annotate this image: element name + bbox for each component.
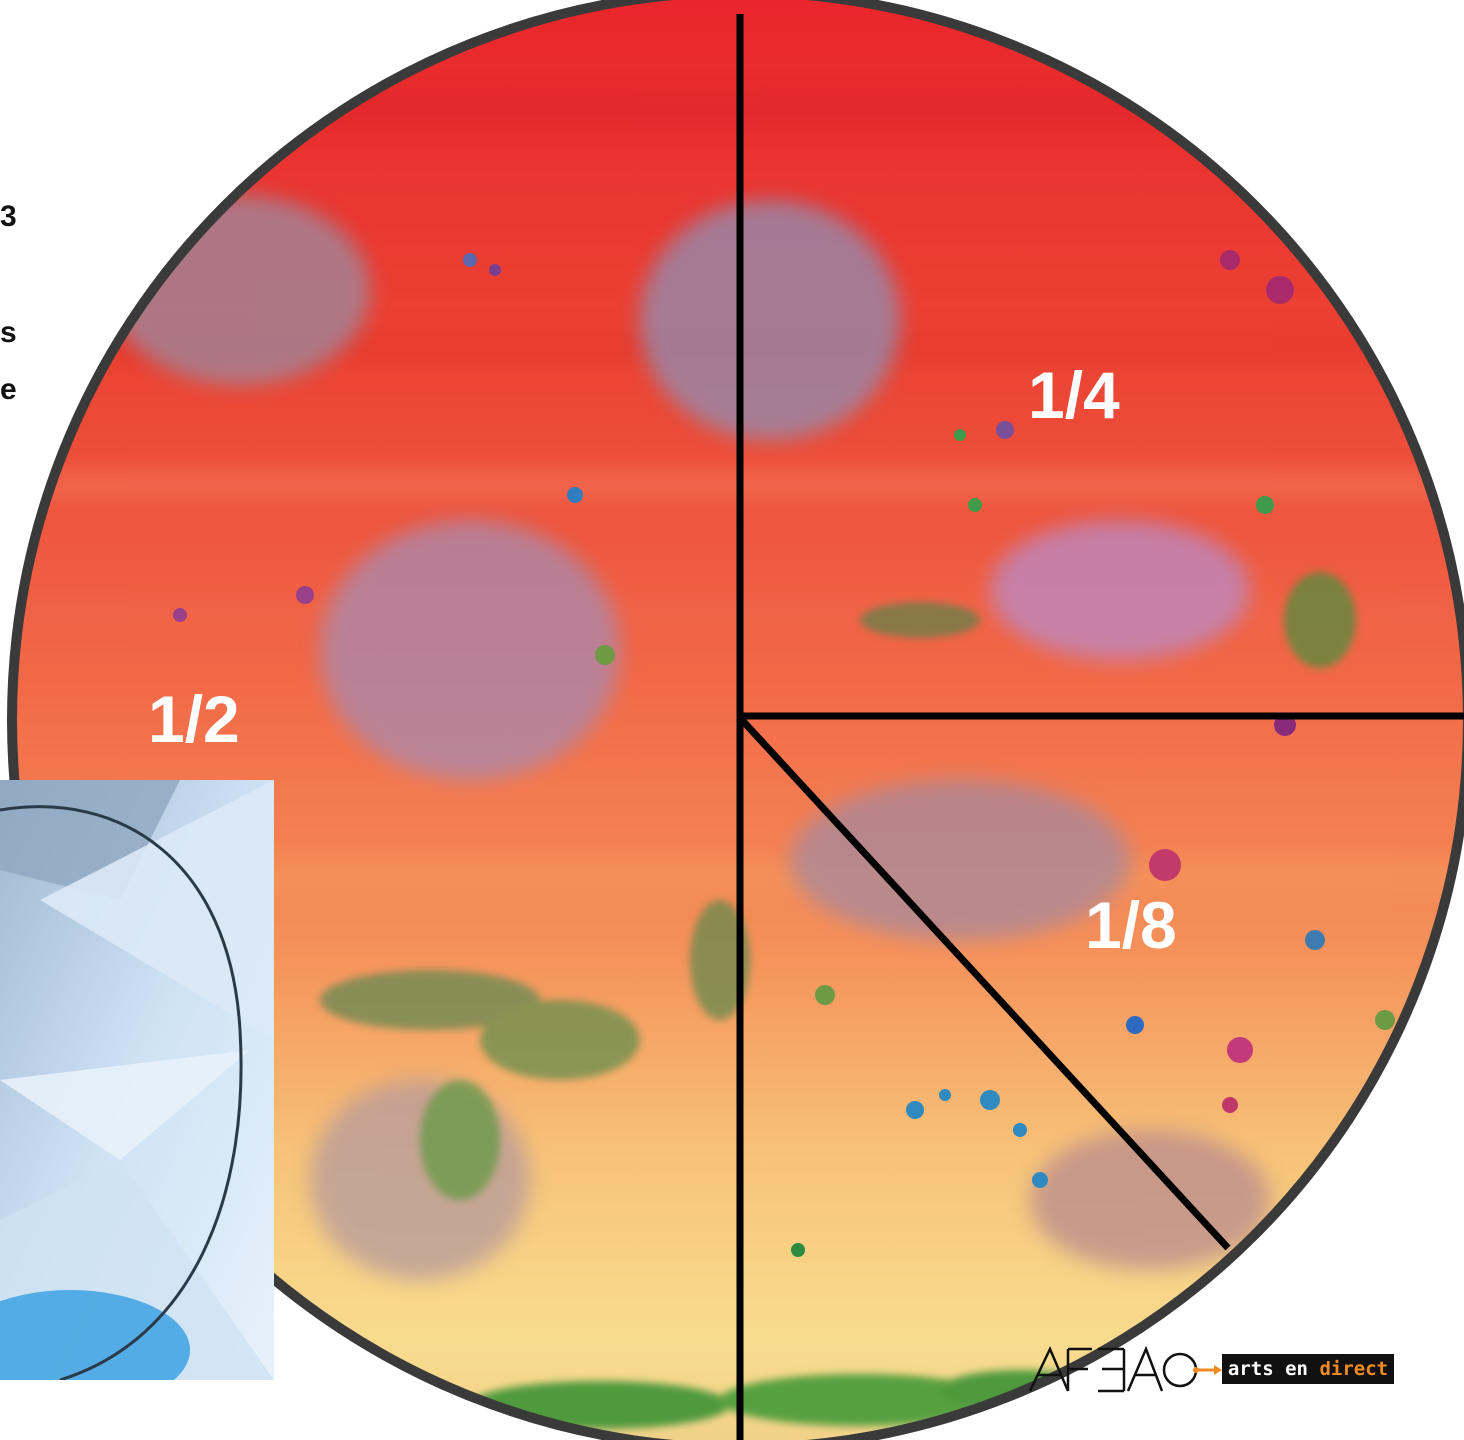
circle-border [7, 0, 1464, 1440]
logo-tagline-part2: direct [1319, 1358, 1389, 1380]
logo-tagline: arts en direct [1222, 1354, 1394, 1384]
side-text-line-3: e [0, 373, 17, 406]
fraction-label-eighth: 1/8 [1085, 888, 1177, 962]
folded-paper-photo [0, 780, 274, 1380]
fraction-label-quarter: 1/4 [1028, 358, 1120, 432]
logo-tagline-part1: arts en [1227, 1358, 1320, 1380]
fraction-label-half: 1/2 [148, 682, 240, 756]
diagonal-divider-line [739, 717, 1231, 1251]
side-text-line-1: 3 [0, 200, 17, 233]
afeao-mark-icon [1028, 1345, 1394, 1393]
side-text-line-2: s [0, 316, 17, 349]
afeao-logo: arts en direct AFEAO [1028, 1345, 1396, 1393]
